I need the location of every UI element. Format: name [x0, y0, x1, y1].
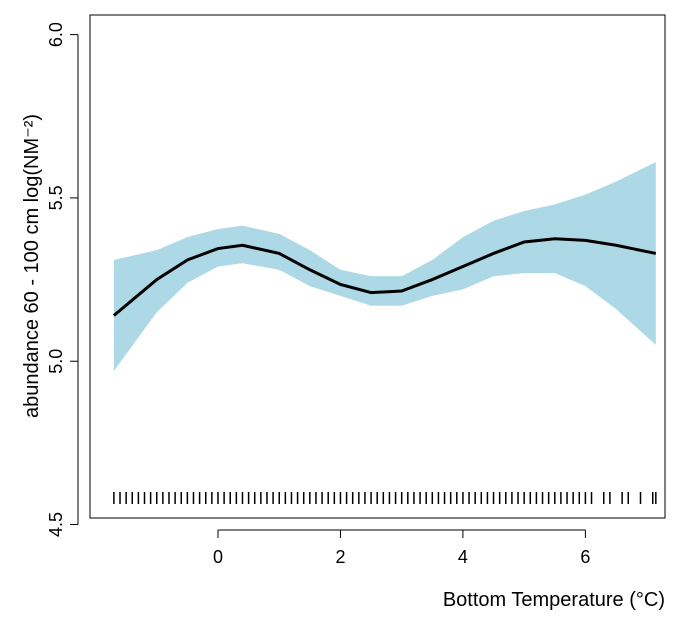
y-tick-label: 4.5: [46, 512, 66, 537]
x-tick-label: 6: [580, 547, 590, 567]
confidence-band: [113, 161, 656, 372]
y-axis-label: abundance 60 - 100 cm log(NM⁻²): [21, 114, 43, 418]
plot-frame: [89, 14, 666, 519]
x-tick-label: 2: [335, 547, 345, 567]
x-axis-label: Bottom Temperature (°C): [443, 589, 665, 611]
x-tick-label: 0: [213, 547, 223, 567]
y-tick-label: 6.0: [46, 22, 66, 47]
y-tick-label: 5.0: [46, 349, 66, 374]
fit-line: [112, 237, 657, 317]
x-tick-label: 4: [458, 547, 468, 567]
y-tick-label: 5.5: [46, 185, 66, 210]
